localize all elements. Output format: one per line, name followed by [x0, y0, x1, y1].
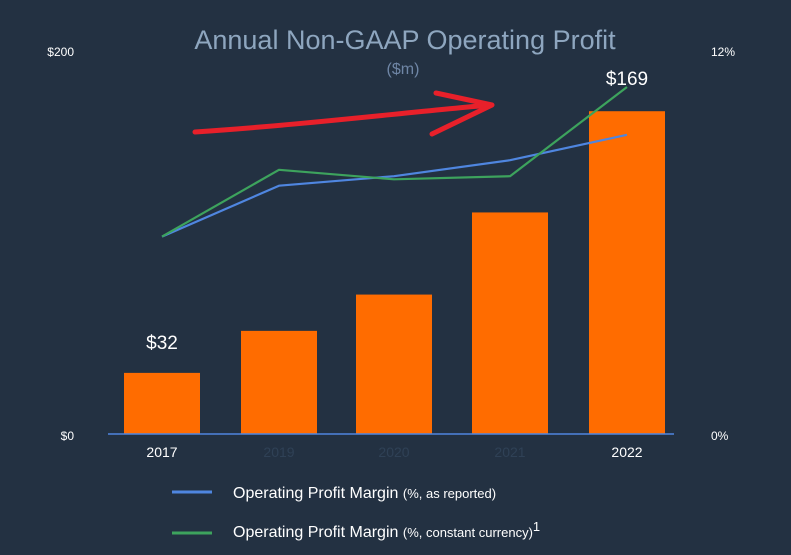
legend-label-constant-currency: Operating Profit Margin (%, constant cur… [233, 519, 540, 541]
x-tick-label-2020: 2020 [378, 444, 409, 460]
y-right-min-label: 0% [711, 429, 729, 443]
series-lines [161, 86, 628, 238]
legend: Operating Profit Margin (%, as reported)… [172, 485, 540, 541]
series-line-constant-currency [161, 86, 628, 238]
bar-group [124, 111, 665, 435]
data-label-2022: $169 [606, 69, 648, 90]
legend-item-as-reported: Operating Profit Margin (%, as reported) [172, 485, 496, 502]
y-left-min-label: $0 [61, 429, 75, 443]
trend-arrow [192, 90, 495, 137]
trend-arrow-head [429, 90, 495, 137]
x-tick-label-2022: 2022 [611, 444, 642, 460]
data-labels: $32 $169 [146, 69, 648, 354]
category-labels: 2017 2019 2020 2021 2022 [146, 444, 642, 460]
legend-footnote-marker: 1 [533, 519, 540, 534]
legend-series-suffix: (%, constant currency) [403, 525, 533, 540]
chart-subtitle: ($m) [387, 61, 420, 78]
y-right-max-label: 12% [711, 45, 735, 59]
trend-arrow-shaft [192, 102, 493, 135]
legend-series-suffix: (%, as reported) [403, 486, 496, 501]
bar-2017 [124, 372, 200, 434]
bar-2019 [241, 330, 317, 434]
legend-label-as-reported: Operating Profit Margin (%, as reported) [233, 485, 496, 502]
legend-series-name: Operating Profit Margin [233, 524, 398, 541]
legend-series-name: Operating Profit Margin [233, 485, 398, 502]
legend-item-constant-currency: Operating Profit Margin (%, constant cur… [172, 519, 540, 541]
bar-2022 [589, 111, 665, 435]
bar-2021 [472, 212, 548, 434]
chart-title: Annual Non-GAAP Operating Profit [194, 25, 616, 55]
bar-2020 [356, 294, 432, 434]
series-line-as-reported [161, 133, 628, 238]
data-label-2017: $32 [146, 333, 178, 354]
x-tick-label-2021: 2021 [494, 444, 525, 460]
y-left-max-label: $200 [47, 45, 74, 59]
x-tick-label-2019: 2019 [263, 444, 294, 460]
x-tick-label-2017: 2017 [146, 444, 177, 460]
